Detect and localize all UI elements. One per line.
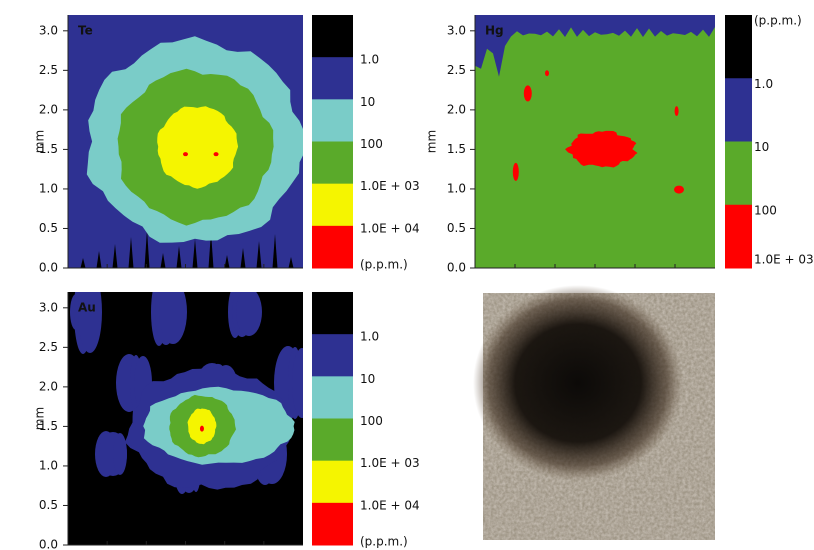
- y-tick-label: 1.0: [447, 181, 466, 195]
- colorbar-segment: [312, 334, 353, 377]
- colorbar-segment: [312, 57, 353, 100]
- colorbar-label: 10: [360, 372, 375, 386]
- y-tick-label: 0.0: [447, 261, 466, 275]
- y-tick-label: 2.5: [447, 63, 466, 77]
- y-axis-label: mm: [425, 130, 439, 153]
- y-tick-label: 2.0: [447, 102, 466, 116]
- y-tick-label: 2.5: [39, 63, 58, 77]
- contour-map: [68, 270, 312, 545]
- y-tick-label: 0.0: [39, 538, 58, 550]
- colorbar-segment: [725, 78, 752, 142]
- y-axis-label: mm: [33, 407, 47, 430]
- colorbar-segment: [725, 205, 752, 269]
- colorbar-label: 10: [360, 95, 375, 109]
- colorbar-segment: [312, 376, 353, 419]
- contour-map: [475, 15, 715, 268]
- colorbar-label: 100: [360, 137, 383, 151]
- colorbar-segment: [312, 292, 353, 335]
- colorbar-label: 100: [754, 203, 777, 217]
- y-tick-label: 3.0: [447, 23, 466, 37]
- colorbar-segment: [312, 142, 353, 185]
- colorbar-segment: [312, 503, 353, 546]
- y-tick-label: 1.0: [39, 181, 58, 195]
- y-tick-label: 3.0: [39, 300, 58, 314]
- colorbar-unit: (p.p.m.): [360, 535, 408, 549]
- colorbar-label: 1.0: [754, 77, 773, 91]
- colorbar-label: 10: [754, 140, 769, 154]
- colorbar-label: 1.0E + 03: [360, 456, 420, 470]
- colorbar-segment: [312, 461, 353, 504]
- colorbar-label: 1.0: [360, 330, 379, 344]
- contour-map: [68, 15, 308, 268]
- panel-title: Au: [78, 301, 96, 315]
- colorbar-segment: [312, 419, 353, 462]
- colorbar-label: 1.0E + 03: [754, 253, 814, 267]
- y-tick-label: 1.0: [39, 458, 58, 472]
- y-tick-label: 2.5: [39, 340, 58, 354]
- y-tick-label: 0.5: [39, 221, 58, 235]
- y-tick-label: 1.5: [447, 142, 466, 156]
- y-tick-label: 0.0: [39, 261, 58, 275]
- y-tick-label: 2.0: [39, 379, 58, 393]
- colorbar-label: 1.0E + 03: [360, 179, 420, 193]
- photo: [473, 285, 715, 540]
- colorbar-segment: [312, 184, 353, 227]
- colorbar-label: 1.0E + 04: [360, 221, 420, 235]
- colorbar-segment: [312, 226, 353, 269]
- y-tick-label: 3.0: [39, 23, 58, 37]
- colorbar-label: 100: [360, 414, 383, 428]
- figure: Te 0.0 0.5 1.0 1.5 2.0 2.5 3.0 mm 1.0 10 100 1.0E + …: [0, 0, 814, 550]
- panel-title: Te: [78, 24, 93, 38]
- colorbar-label: 1.0: [360, 53, 379, 67]
- colorbar-segment: [312, 15, 353, 58]
- colorbar-segment: [312, 99, 353, 142]
- panel-title: Hg: [485, 24, 504, 38]
- y-axis-label: mm: [33, 130, 47, 153]
- y-tick-label: 2.0: [39, 102, 58, 116]
- colorbar-unit: (p.p.m.): [360, 258, 408, 272]
- colorbar-segment: [725, 142, 752, 206]
- y-tick-label: 0.5: [39, 498, 58, 512]
- y-tick-label: 0.5: [447, 221, 466, 235]
- colorbar-label: 1.0E + 04: [360, 498, 420, 512]
- colorbar-unit: (p.p.m.): [754, 14, 802, 28]
- colorbar-segment: [725, 15, 752, 79]
